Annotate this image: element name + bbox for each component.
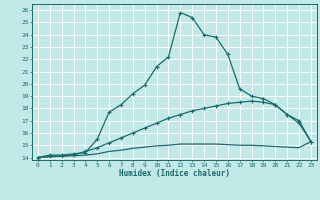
X-axis label: Humidex (Indice chaleur): Humidex (Indice chaleur)	[119, 169, 230, 178]
